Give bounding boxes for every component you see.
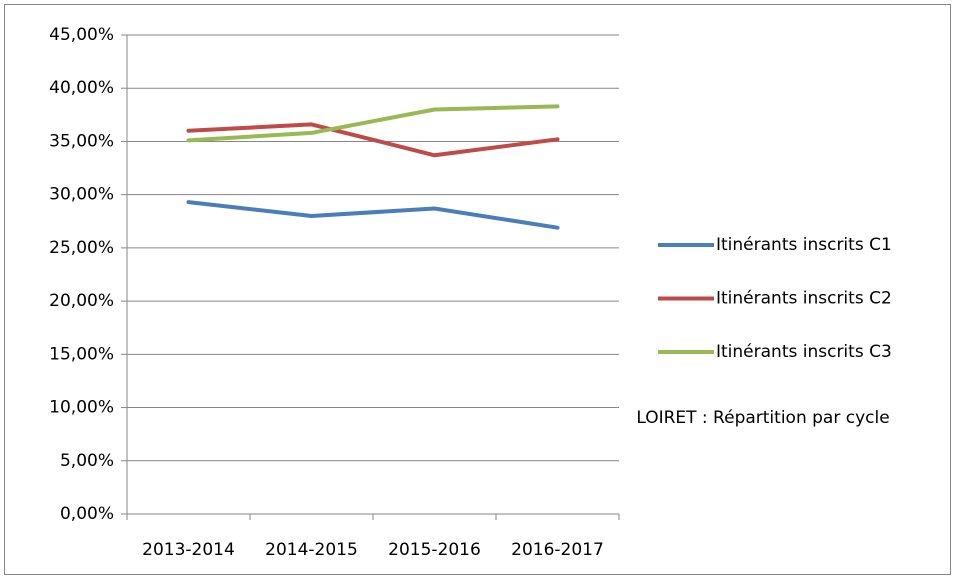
- y-tick-label: 40,00%: [49, 78, 114, 98]
- chart-title: LOIRET : Répartition par cycle: [636, 408, 889, 428]
- y-tick-label: 0,00%: [60, 504, 114, 524]
- y-tick-label: 25,00%: [49, 238, 114, 258]
- series-line: [186, 104, 560, 143]
- y-tick-label: 45,00%: [49, 25, 114, 45]
- legend-label: Itinérants inscrits C3: [716, 342, 892, 362]
- x-tick-label: 2015-2016: [388, 540, 481, 560]
- x-tick-label: 2016-2017: [511, 540, 604, 560]
- y-tick-label: 35,00%: [49, 131, 114, 151]
- x-tick-label: 2014-2015: [265, 540, 358, 560]
- legend-label: Itinérants inscrits C1: [716, 235, 892, 255]
- y-tick-label: 10,00%: [49, 398, 114, 418]
- series-line: [186, 122, 560, 158]
- x-tick-label: 2013-2014: [142, 540, 235, 560]
- y-tick-label: 15,00%: [49, 344, 114, 364]
- chart-frame: [4, 4, 951, 575]
- y-tick-label: 30,00%: [49, 185, 114, 205]
- legend-label: Itinérants inscrits C2: [716, 289, 892, 309]
- series-line: [186, 200, 560, 230]
- y-tick-label: 20,00%: [49, 291, 114, 311]
- y-tick-label: 5,00%: [60, 451, 114, 471]
